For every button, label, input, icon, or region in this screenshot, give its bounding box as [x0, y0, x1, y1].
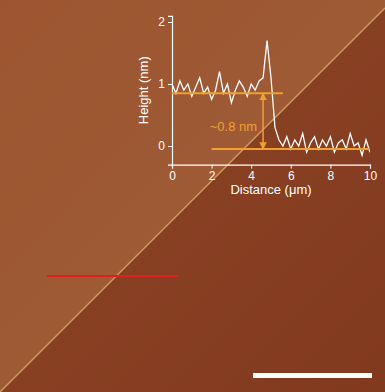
annotation: ~0.8 nm: [210, 119, 257, 134]
tick: 4: [248, 165, 255, 184]
tick: 0: [169, 165, 176, 184]
figure: 0 2 4 6 8 10 0 1 2 Distance (μm) Height (nm) ~0.8 n…: [0, 0, 385, 392]
tick-mark: [251, 165, 252, 169]
tick-label: 2: [158, 15, 165, 29]
tick: 0: [158, 139, 172, 153]
reference-line: [212, 148, 370, 150]
y-axis: 0 1 2: [158, 15, 172, 165]
tick-label: 10: [364, 169, 378, 183]
tick-label: 8: [328, 169, 335, 183]
tick: 2: [209, 165, 216, 184]
profile-line: [47, 275, 178, 277]
x-axis: 0 2 4 6 8 10: [169, 165, 377, 184]
height-arrow: [262, 93, 264, 149]
y-axis-title: Height (nm): [136, 56, 151, 124]
tick-mark: [291, 165, 292, 169]
reference-line: [172, 92, 283, 94]
tick: 2: [158, 15, 172, 29]
tick-mark: [212, 165, 213, 169]
tick: 6: [288, 165, 295, 184]
tick: 1: [158, 77, 172, 91]
tick-mark: [330, 165, 331, 169]
tick: 8: [328, 165, 335, 184]
axis-line: [168, 16, 173, 165]
plot-area: [172, 41, 370, 156]
tick-label: 0: [169, 169, 176, 183]
tick-mark: [168, 84, 172, 85]
tick-label: 2: [209, 169, 216, 183]
x-axis-title: Distance (μm): [230, 182, 311, 197]
tick-label: 1: [158, 77, 165, 91]
afm-image: [0, 0, 385, 392]
tick-mark: [168, 22, 172, 23]
tick: 10: [364, 165, 378, 184]
axis-line: [173, 165, 371, 169]
layer-edge: [0, 8, 385, 392]
afm-upper-layer: [0, 0, 385, 392]
scale-bar: [253, 373, 372, 378]
height-profile: [172, 41, 370, 156]
tick-mark: [370, 165, 371, 169]
tick-mark: [168, 146, 172, 147]
tick-label: 0: [158, 139, 165, 153]
